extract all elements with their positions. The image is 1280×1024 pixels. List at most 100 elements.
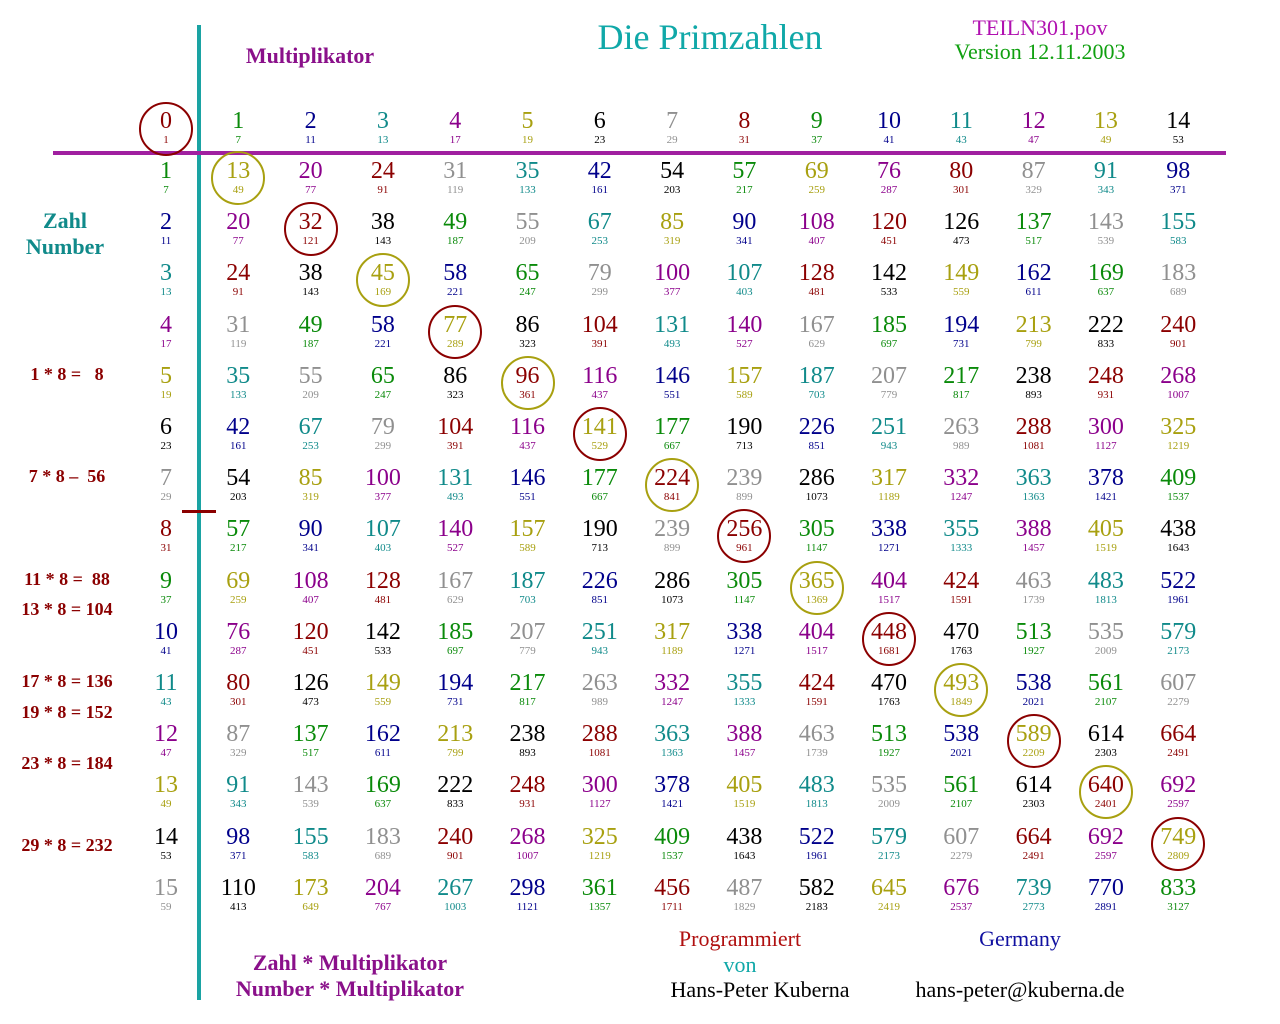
file-name: TEILN301.pov — [972, 15, 1108, 40]
product-cell: 238 893 — [998, 363, 1070, 403]
cell-value: 167 — [798, 311, 835, 338]
cell-value: 378 — [1087, 465, 1124, 492]
cell-value: 522 — [1160, 567, 1197, 594]
highlight-ring — [139, 102, 193, 156]
cell-prime: 407 — [302, 593, 319, 606]
cell-value: 2 — [304, 108, 317, 134]
cell-value: 13 — [1093, 108, 1118, 134]
cell-value: 664 — [1015, 823, 1052, 850]
cell-value: 98 — [1166, 158, 1191, 184]
cell-prime: 247 — [374, 388, 392, 401]
product-cell: 470 1763 — [925, 619, 997, 659]
number-label: Zahl Number — [10, 208, 120, 260]
product-cell: 110 413 — [202, 875, 274, 915]
cell-value: 222 — [437, 772, 474, 799]
cell-prime: 203 — [230, 491, 247, 504]
cell-value: 157 — [726, 362, 763, 389]
product-cell: 664 2491 — [998, 824, 1070, 864]
cell-prime: 1711 — [661, 900, 683, 913]
cell-value: 263 — [581, 670, 618, 696]
cell-prime: 343 — [1097, 184, 1115, 196]
product-cell: 54 203 — [202, 465, 274, 505]
cell-prime: 943 — [591, 644, 609, 657]
cell-value: 98 — [226, 823, 251, 850]
product-cell: 100 377 — [347, 465, 419, 505]
multiplier-header-cell: 2 11 — [275, 108, 347, 148]
cell-prime: 1829 — [733, 900, 756, 913]
cell-value: 226 — [581, 567, 618, 594]
cell-value: 522 — [798, 823, 835, 850]
cell-prime: 779 — [519, 644, 536, 657]
cell-prime: 539 — [1097, 235, 1115, 248]
cell-value: 185 — [437, 618, 474, 645]
product-cell: 300 1127 — [1070, 414, 1142, 454]
product-cell: 42 161 — [202, 414, 274, 454]
cell-prime: 779 — [880, 388, 898, 401]
highlight-ring — [717, 509, 772, 564]
row-number-cell: 10 41 — [130, 619, 202, 659]
cell-value: 361 — [581, 874, 618, 901]
product-cell: 108 407 — [275, 568, 347, 608]
version-label: Version 12.11.2003 — [954, 39, 1126, 64]
product-cell: 24 91 — [347, 158, 419, 198]
cell-value: 76 — [226, 618, 251, 645]
cell-value: 20 — [298, 158, 323, 184]
cell-prime: 119 — [230, 337, 247, 350]
cell-prime: 1643 — [1167, 542, 1190, 555]
calculation-note: 1 * 8 = 8 — [30, 363, 104, 384]
cell-prime: 703 — [808, 388, 825, 401]
product-cell: 388 1457 — [708, 721, 780, 761]
cell-prime: 589 — [736, 388, 753, 401]
cell-value: 110 — [220, 874, 256, 901]
cell-prime: 323 — [446, 388, 464, 401]
cell-prime: 481 — [374, 593, 392, 606]
product-cell: 338 1271 — [708, 619, 780, 659]
cell-prime: 629 — [446, 593, 464, 606]
product-cell: 67 253 — [564, 209, 636, 249]
cell-prime: 299 — [591, 286, 609, 299]
cell-prime: 1517 — [805, 644, 828, 657]
row-number-cell: 3 13 — [130, 260, 202, 300]
cell-value: 167 — [437, 567, 474, 594]
cell-prime: 517 — [1025, 235, 1042, 248]
cell-value: 85 — [298, 465, 323, 492]
row-number-cell: 8 31 — [130, 516, 202, 556]
cell-value: 424 — [798, 670, 835, 696]
cell-value: 267 — [437, 874, 474, 901]
cell-prime: 2419 — [878, 900, 900, 913]
product-cell: 49 187 — [275, 312, 347, 352]
cell-value: 155 — [1160, 209, 1197, 236]
product-cell: 404 1517 — [781, 619, 853, 659]
cell-prime: 1081 — [588, 747, 611, 760]
cell-value: 35 — [226, 362, 251, 389]
product-cell: 65 247 — [492, 260, 564, 300]
product-cell: 463 1739 — [998, 568, 1070, 608]
cell-value: 286 — [654, 567, 691, 594]
cell-value: 142 — [364, 618, 401, 645]
product-cell: 204 767 — [347, 875, 419, 915]
product-cell: 183 689 — [347, 824, 419, 864]
cell-value: 49 — [443, 209, 468, 236]
product-cell: 614 2303 — [1070, 721, 1142, 761]
cell-value: 107 — [726, 260, 763, 287]
cell-prime: 767 — [374, 900, 392, 913]
cell-prime: 517 — [302, 747, 319, 760]
product-cell: 90 341 — [708, 209, 780, 249]
cell-prime: 329 — [1025, 184, 1042, 196]
cell-value: 149 — [364, 670, 401, 696]
product-cell: 194 731 — [925, 312, 997, 352]
cell-value: 104 — [437, 414, 474, 440]
cell-prime: 2891 — [1094, 900, 1117, 913]
product-cell: 67 253 — [275, 414, 347, 454]
cell-value: 240 — [1160, 311, 1197, 338]
product-cell: 522 1961 — [781, 824, 853, 864]
cell-value: 58 — [370, 311, 395, 338]
cell-value: 108 — [292, 567, 329, 594]
product-cell: 378 1421 — [1070, 465, 1142, 505]
product-cell: 69 259 — [781, 158, 853, 198]
cell-prime: 1457 — [1022, 542, 1045, 555]
cell-prime: 37 — [811, 134, 823, 146]
product-cell: 35 133 — [202, 363, 274, 403]
cell-value: 8 — [738, 108, 751, 134]
multiplier-header-cell: 9 37 — [781, 108, 853, 148]
